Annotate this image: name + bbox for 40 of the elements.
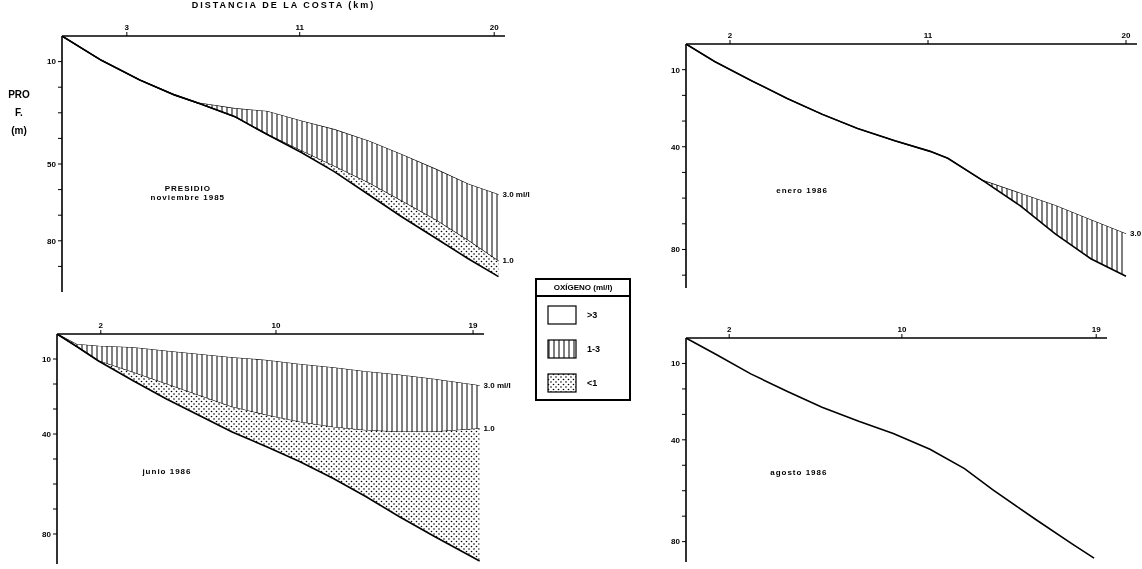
x-tick-label: 11 (923, 31, 933, 40)
y-tick-label: 80 (671, 537, 681, 547)
annotation: 3.0 ml/l (483, 380, 511, 390)
x-tick-label: 19 (1091, 325, 1102, 334)
y-tick-label: 80 (47, 236, 57, 246)
x-tick-label: 20 (489, 23, 500, 32)
text: enero 1986 (776, 185, 828, 195)
x-tick-label: 2 (98, 321, 104, 330)
x-tick-label: 2 (726, 325, 732, 334)
x-tick-label: 10 (271, 321, 281, 330)
y-tick-label: 50 (47, 159, 57, 169)
x-tick-label: 11 (295, 23, 305, 32)
annotation: 3.0 (1130, 229, 1142, 239)
text: junio 1986 (142, 467, 192, 477)
y-tick-label: 80 (42, 529, 52, 539)
x-tick-label: 19 (468, 321, 479, 330)
x-tick-label: 20 (1121, 31, 1131, 40)
x-tick-label: 2 (727, 31, 733, 40)
text: agosto 1986 (770, 467, 828, 477)
legend-title: OXÍGENO (ml/l) (537, 280, 629, 297)
legend-label: 1-3 (587, 344, 601, 354)
y-tick-label: 80 (671, 245, 681, 255)
x-axis-title: DISTANCIA DE LA COSTA (km) (190, 0, 377, 10)
legend-label: <1 (587, 378, 598, 388)
annotation: 1.0 (483, 423, 495, 433)
y-tick-label: 10 (671, 65, 681, 75)
y-tick-label: 10 (42, 354, 52, 364)
annotation: 1.0 (502, 256, 514, 266)
text: noviembre 1985 (150, 193, 226, 203)
y-tick-label: 10 (47, 57, 57, 67)
x-tick-label: 10 (897, 325, 907, 334)
legend-label: >3 (587, 310, 598, 320)
annotation: 3.0 ml/l (502, 189, 530, 199)
y-tick-label: 40 (671, 142, 681, 152)
x-tick-label: 3 (124, 23, 130, 32)
text: PRESIDIO (163, 184, 212, 194)
y-tick-label: 10 (671, 359, 681, 369)
y-axis-title: PROF. (m) (8, 88, 30, 138)
y-tick-label: 40 (671, 435, 681, 445)
y-tick-label: 40 (42, 429, 52, 439)
